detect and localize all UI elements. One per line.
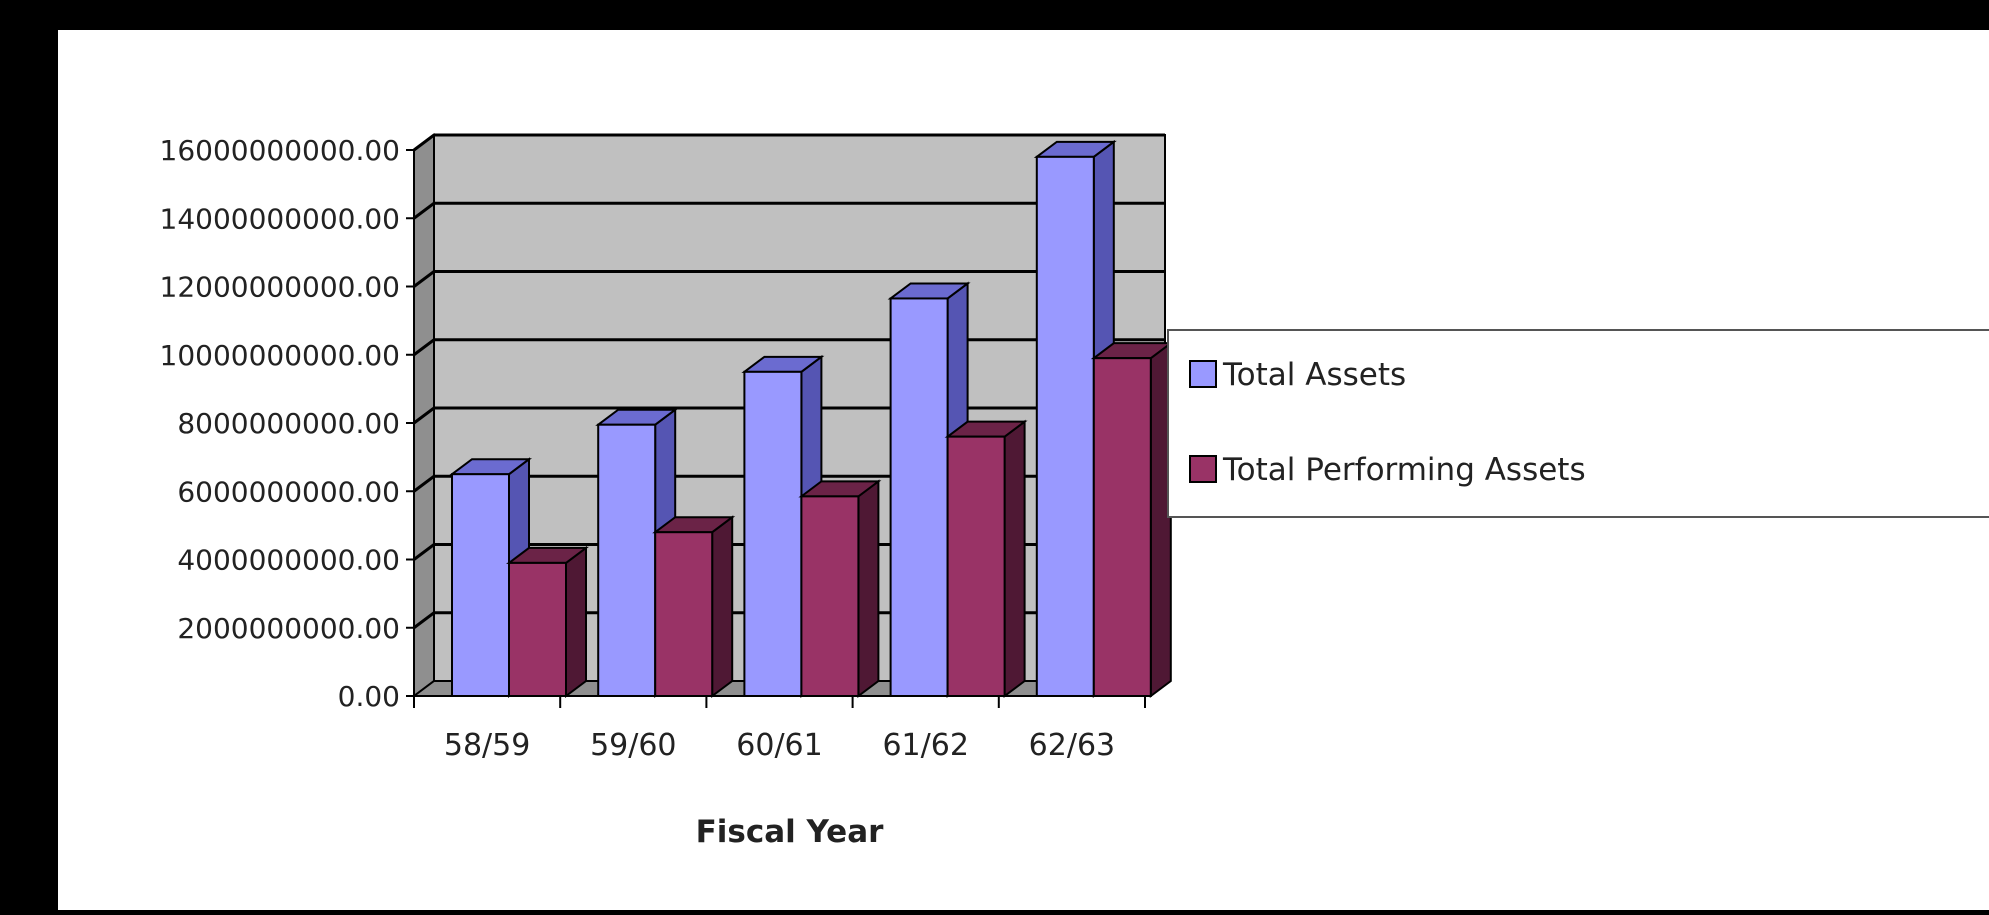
bar-front — [800, 495, 860, 697]
y-tick-label: 8000000000.00 — [177, 407, 400, 440]
legend-swatch — [1189, 360, 1217, 388]
gridline — [413, 201, 1165, 220]
y-tick-label: 14000000000.00 — [160, 202, 401, 235]
bar — [652, 515, 736, 698]
bar-front — [508, 561, 567, 697]
bar-side — [857, 479, 880, 698]
legend-swatch — [1189, 455, 1217, 483]
bars — [449, 139, 1174, 698]
bar-side — [711, 515, 734, 698]
bar-front — [889, 297, 949, 697]
y-tick-label: 6000000000.00 — [177, 475, 400, 508]
y-tick-label: 10000000000.00 — [160, 339, 401, 372]
bar-front — [946, 435, 1006, 697]
y-tick-label: 2000000000.00 — [177, 612, 400, 645]
y-tick-label: 4000000000.00 — [177, 544, 400, 577]
bar — [506, 545, 589, 698]
x-tick-label: 62/63 — [1029, 728, 1115, 763]
x-tick-label: 58/59 — [444, 728, 530, 763]
y-axis: 0.00 2000000000.00 4000000000.00 6000000000… — [160, 134, 415, 713]
gridline — [413, 133, 1165, 152]
x-tick-label: 59/60 — [590, 728, 676, 763]
bar — [798, 479, 882, 698]
bar-front — [743, 370, 803, 697]
y-tick-label: 16000000000.00 — [160, 134, 401, 167]
legend-label: Total Assets — [1222, 357, 1406, 393]
legend: Total Assets Total Performing Assets — [1167, 329, 1989, 518]
x-axis-title: Fiscal Year — [696, 814, 885, 850]
gridline — [413, 270, 1165, 288]
bar — [944, 419, 1028, 698]
bar-side — [565, 545, 587, 698]
x-axis: 58/59 59/60 60/61 61/62 62/63 — [413, 695, 1146, 763]
bar-side — [1003, 419, 1026, 698]
bar-front — [1035, 155, 1095, 697]
bar-front — [1092, 357, 1152, 697]
bar-chart: 0.00 2000000000.00 4000000000.00 6000000000… — [160, 133, 1989, 850]
bar-front — [597, 423, 657, 697]
chart-frame: 0.00 2000000000.00 4000000000.00 6000000000… — [58, 30, 1989, 910]
legend-label: Total Performing Assets — [1222, 452, 1586, 488]
x-tick-label: 61/62 — [882, 728, 968, 763]
x-tick-label: 60/61 — [736, 728, 822, 763]
bar — [1090, 341, 1174, 698]
bar-front — [654, 531, 714, 698]
legend-box — [1167, 329, 1989, 518]
y-tick-label: 0.00 — [338, 680, 400, 713]
y-tick-label: 12000000000.00 — [160, 271, 401, 304]
bar-front — [451, 473, 510, 697]
